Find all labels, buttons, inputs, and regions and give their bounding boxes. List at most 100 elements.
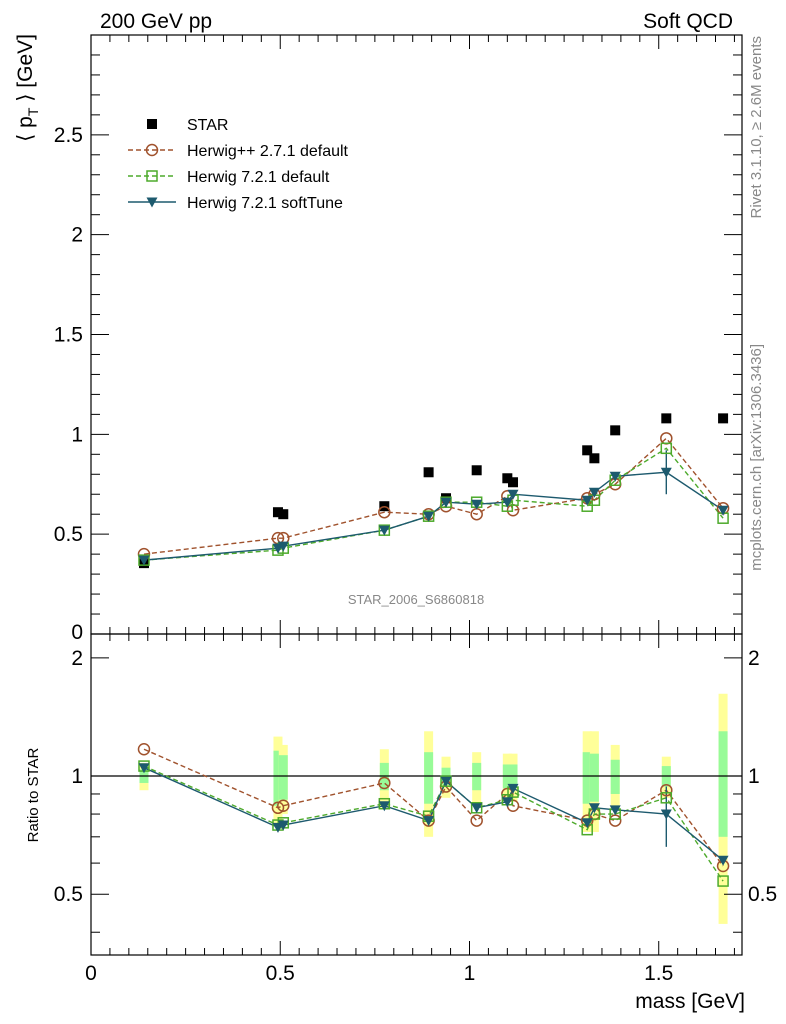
legend-marker bbox=[145, 143, 159, 157]
data-point bbox=[588, 487, 600, 498]
ratio-point bbox=[470, 814, 483, 827]
x-tick-label: 0.5 bbox=[266, 962, 295, 985]
data-point bbox=[423, 467, 434, 478]
uncertainty-band-inner bbox=[589, 753, 599, 802]
ratio-point bbox=[660, 792, 673, 804]
ratio-point bbox=[581, 818, 593, 829]
ratio-point bbox=[588, 803, 600, 814]
data-point bbox=[507, 489, 519, 500]
data-point bbox=[440, 497, 452, 508]
data-point bbox=[660, 442, 673, 455]
y-label-part: ⟨ p bbox=[14, 116, 37, 142]
ratio-point bbox=[501, 797, 513, 808]
analysis-watermark: STAR_2006_S6860818 bbox=[348, 592, 484, 607]
data-point bbox=[501, 497, 513, 508]
y-axis-label-ratio: Ratio to STAR bbox=[25, 747, 42, 842]
data-point bbox=[423, 511, 435, 522]
series-line bbox=[143, 471, 724, 561]
ratio-point bbox=[423, 816, 435, 827]
data-point bbox=[660, 467, 672, 478]
ratio-point bbox=[137, 742, 151, 756]
y-tick-label: 2.5 bbox=[54, 124, 83, 147]
data-point bbox=[589, 453, 600, 464]
data-point bbox=[502, 473, 513, 484]
side-label-rivet: Rivet 3.1.10, ≥ 2.6M events bbox=[748, 36, 765, 219]
ratio-series-line bbox=[143, 748, 724, 867]
uncertainty-band-inner bbox=[610, 759, 620, 794]
uncertainty-band-inner bbox=[582, 752, 592, 804]
y-tick-label-zero: 0 bbox=[71, 621, 83, 644]
ratio-point bbox=[507, 783, 519, 794]
ratio-point bbox=[378, 776, 391, 790]
ratio-frame bbox=[90, 633, 743, 956]
side-label-mcplots: mcplots.cern.ch [arXiv:1306.3436] bbox=[748, 344, 765, 571]
legend: STAR Herwig++ 2.7.1 default Herwig 7.2.1 d… bbox=[128, 117, 349, 212]
x-tick-label: 1 bbox=[464, 962, 476, 985]
legend-label: Herwig 7.2.1 default bbox=[187, 169, 330, 186]
data-point bbox=[471, 499, 483, 510]
ratio-point bbox=[608, 814, 622, 827]
legend-label: STAR bbox=[187, 117, 228, 134]
ratio-y-tick-label: 1 bbox=[71, 765, 83, 788]
data-point bbox=[610, 425, 621, 436]
x-tick-label: 1.5 bbox=[644, 962, 673, 985]
uncertainty-band-inner bbox=[278, 755, 288, 800]
ratio-point bbox=[138, 763, 150, 774]
ratio-point bbox=[471, 803, 483, 814]
y-label-part: ⟩ [GeV] bbox=[14, 34, 37, 108]
ratio-y-tick-label: 0.5 bbox=[54, 883, 83, 906]
legend-label: Herwig++ 2.7.1 default bbox=[187, 143, 349, 160]
ratio-point bbox=[660, 809, 672, 820]
ratio-point bbox=[378, 801, 390, 812]
y-tick-label: 1.5 bbox=[54, 324, 83, 347]
uncertainty-band-inner bbox=[718, 731, 728, 837]
ratio-y-tick-label-right: 0.5 bbox=[748, 883, 777, 906]
data-point bbox=[661, 413, 672, 424]
y-tick-label: 0.5 bbox=[54, 523, 83, 546]
ratio-point bbox=[277, 799, 290, 812]
header-left-label: 200 GeV pp bbox=[100, 10, 212, 33]
data-point bbox=[378, 525, 390, 536]
ratio-y-tick-label: 2 bbox=[71, 647, 83, 670]
y-label-subscript: T bbox=[25, 107, 41, 116]
data-point bbox=[272, 507, 283, 518]
data-point bbox=[471, 465, 482, 476]
uncertainty-band-inner bbox=[424, 752, 434, 804]
legend-marker bbox=[146, 197, 158, 208]
data-point bbox=[717, 505, 729, 516]
ratio-point bbox=[717, 855, 729, 866]
ratio-point bbox=[609, 805, 621, 816]
data-point bbox=[138, 555, 150, 566]
legend-label: Herwig 7.2.1 softTune bbox=[187, 195, 343, 212]
main-panel: 0.5 1 1.5 2 2.5 0 bbox=[54, 34, 743, 644]
uncertainty-band-inner bbox=[273, 750, 283, 806]
x-tick-label: 0 bbox=[85, 962, 97, 985]
ratio-y-tick-label-right: 2 bbox=[748, 647, 760, 670]
data-point bbox=[581, 495, 593, 506]
y-axis-label-main: ⟨ pT ⟩ [GeV] bbox=[14, 34, 41, 142]
data-point bbox=[508, 477, 519, 488]
ratio-point bbox=[440, 776, 452, 787]
data-point bbox=[609, 471, 621, 482]
y-tick-label: 2 bbox=[71, 224, 83, 247]
ratio-point bbox=[271, 801, 285, 815]
data-point bbox=[582, 445, 593, 456]
ratio-point bbox=[660, 783, 673, 797]
series-line bbox=[143, 437, 724, 555]
ratio-panel: 0 0.5 1 1.5 0.5 0.5 1 1 2 2 bbox=[54, 633, 777, 985]
data-point bbox=[718, 413, 729, 424]
x-axis-label: mass [GeV] bbox=[635, 990, 745, 1013]
ratio-y-tick-label-right: 1 bbox=[748, 765, 760, 788]
ratio-point bbox=[717, 875, 729, 887]
ratio-point bbox=[277, 820, 289, 831]
data-point bbox=[277, 541, 289, 552]
ratio-series-line bbox=[143, 765, 724, 882]
data-point bbox=[660, 432, 673, 445]
legend-marker bbox=[147, 119, 157, 129]
data-point bbox=[378, 505, 391, 519]
series-line bbox=[143, 447, 724, 561]
header-right-label: Soft QCD bbox=[643, 10, 733, 33]
legend-marker bbox=[146, 170, 158, 182]
data-point bbox=[278, 509, 289, 520]
